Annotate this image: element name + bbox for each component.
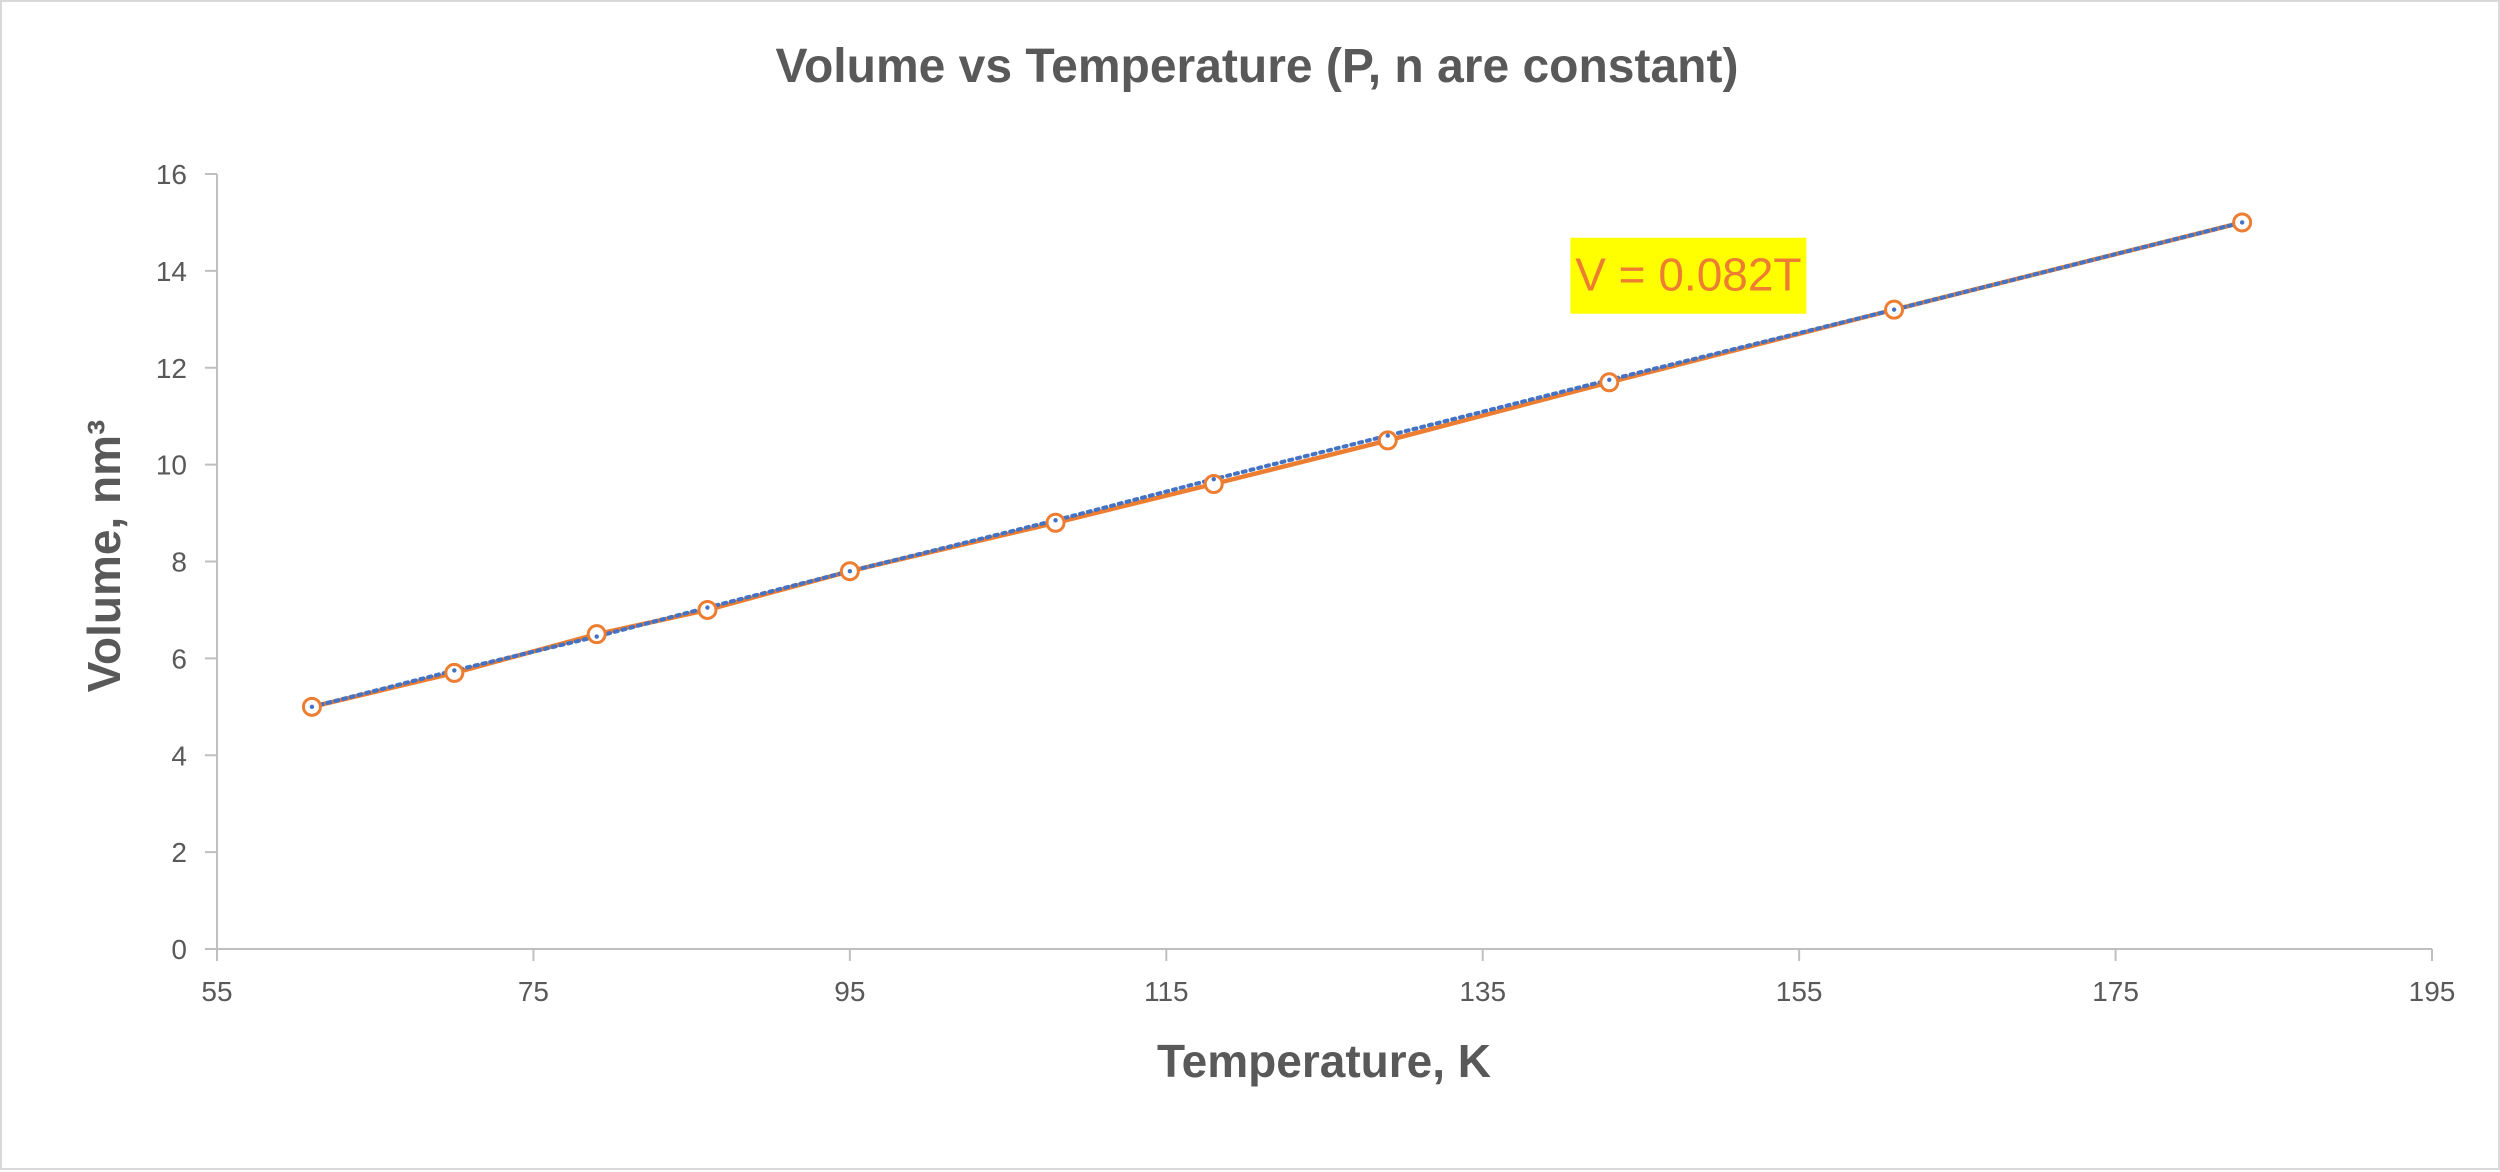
y-tick-label: 6: [171, 643, 187, 674]
trend-point: [1053, 518, 1058, 523]
x-tick-label: 155: [1776, 976, 1823, 1007]
y-tick-label: 14: [156, 256, 187, 287]
y-axis-title: Volume, nm³: [78, 420, 130, 693]
x-tick-label: 75: [518, 976, 549, 1007]
trend-point: [309, 704, 315, 710]
trend-point: [2239, 220, 2245, 225]
plot-area: V = 0.082T: [301, 212, 2253, 717]
equation-annotation-text: V = 0.082T: [1575, 249, 1801, 301]
y-tick-label: 4: [171, 740, 187, 771]
y-tick-label: 12: [156, 353, 187, 384]
trend-point: [594, 634, 599, 639]
y-tick-label: 16: [156, 159, 187, 190]
data-point: [1599, 372, 1620, 393]
trend-point: [1385, 433, 1390, 438]
x-tick-label: 195: [2409, 976, 2456, 1007]
trend-point: [452, 668, 457, 673]
trend-point: [1607, 377, 1612, 383]
equation-annotation: V = 0.082T: [1570, 237, 1807, 314]
equation-annotation-box: [1570, 237, 1807, 314]
y-tick-label: 0: [171, 934, 187, 965]
trend-point: [1891, 307, 1897, 312]
data-point: [1045, 512, 1066, 533]
x-tick-label: 115: [1144, 976, 1189, 1007]
data-point: [586, 624, 607, 645]
x-axis-title: Temperature, K: [1157, 1035, 1491, 1087]
chart-title: Volume vs Temperature (P, n are constant…: [776, 40, 1739, 93]
x-tick-label: 135: [1459, 976, 1506, 1007]
y-tick-label: 2: [171, 837, 187, 868]
data-point: [697, 599, 718, 620]
y-tick-label: 8: [171, 547, 187, 578]
trend-point: [847, 568, 853, 574]
trend-point: [1211, 476, 1216, 482]
x-tick-label: 175: [2092, 976, 2139, 1007]
trend-point: [705, 605, 710, 610]
data-point: [1377, 430, 1398, 451]
x-tick-label: 55: [201, 976, 232, 1007]
data-point: [1203, 474, 1224, 494]
x-tick-label: 95: [834, 976, 865, 1007]
axes: 0 2 4 6 8 10 12 14 16 55 75 95 115 135 155 175 195: [156, 159, 2456, 1007]
data-point: [444, 662, 465, 683]
y-tick-label: 10: [156, 450, 187, 481]
